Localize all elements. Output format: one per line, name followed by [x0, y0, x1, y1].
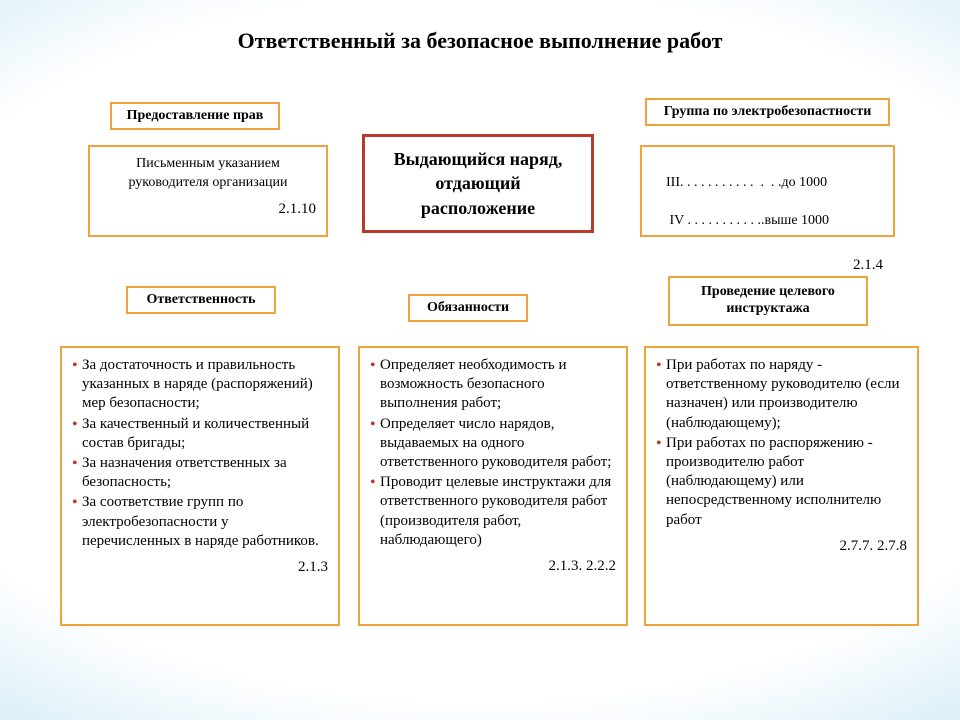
rights-ref: 2.1.10 [100, 201, 316, 218]
list-item: Проводит целевые инструктажи для ответст… [370, 473, 616, 550]
center-line1: Выдающийся наряд, [394, 149, 563, 169]
duties-list: Определяет необходимость и возможность б… [370, 356, 616, 550]
label-group: Группа по электробезопастности [645, 98, 890, 126]
box-briefing: При работах по наряду - ответственному р… [644, 346, 919, 626]
center-line3: расположение [421, 198, 535, 218]
briefing-ref: 2.7.7. 2.7.8 [656, 538, 907, 555]
center-line2: отдающий [435, 173, 520, 193]
list-item: За соответствие групп по электробезопасн… [72, 493, 328, 551]
box-rights-body: Письменным указанием руководителя органи… [88, 145, 328, 237]
label-responsibility: Ответственность [126, 286, 276, 314]
list-item: За назначения ответственных за безопасно… [72, 454, 328, 492]
group-ref: 2.1.4 [652, 257, 883, 274]
briefing-list: При работах по наряду - ответственному р… [656, 356, 907, 530]
list-item: При работах по наряду - ответственному р… [656, 356, 907, 433]
group-line1: III. . . . . . . . . . . . . .до 1000 [666, 175, 827, 190]
page-title: Ответственный за безопасное выполнение р… [0, 28, 960, 54]
list-item: За качественный и количественный состав … [72, 415, 328, 453]
responsibility-ref: 2.1.3 [72, 559, 328, 576]
responsibility-list: За достаточность и правильность указанны… [72, 356, 328, 551]
duties-ref: 2.1.3. 2.2.2 [370, 558, 616, 575]
list-item: За достаточность и правильность указанны… [72, 356, 328, 414]
label-briefing: Проведение целевого инструктажа [668, 276, 868, 326]
group-line2: IV . . . . . . . . . . ..выше 1000 [666, 213, 829, 228]
label-duties: Обязанности [408, 294, 528, 322]
list-item: Определяет число нарядов, выдаваемых на … [370, 415, 616, 473]
center-box: Выдающийся наряд, отдающий расположение [362, 134, 594, 233]
rights-line1: Письменным указанием [136, 156, 280, 171]
box-duties: Определяет необходимость и возможность б… [358, 346, 628, 626]
rights-line2: руководителя организации [128, 175, 287, 190]
box-responsibility: За достаточность и правильность указанны… [60, 346, 340, 626]
list-item: Определяет необходимость и возможность б… [370, 356, 616, 414]
list-item: При работах по распоряжению - производит… [656, 434, 907, 530]
label-rights: Предоставление прав [110, 102, 280, 130]
box-group-body: III. . . . . . . . . . . . . .до 1000 IV… [640, 145, 895, 237]
